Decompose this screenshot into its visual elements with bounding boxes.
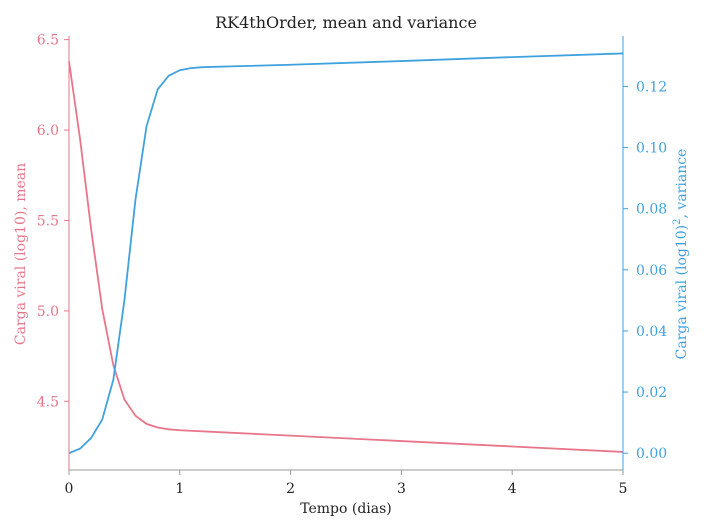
x-tick-label: 5 (619, 481, 628, 497)
left-y-tick-label: 5.0 (37, 304, 59, 320)
series-line-mean (68, 61, 624, 453)
right-y-tick-label: 0.08 (636, 202, 667, 218)
right-y-axis-title-main: Carga viral (log10) (674, 225, 690, 359)
x-tick-label: 0 (65, 481, 74, 497)
right-y-axis-title: Carga viral (log10)2, variance (672, 149, 690, 360)
left-y-tick-label: 5.5 (37, 213, 59, 229)
right-y-axis-title-superscript: 2 (672, 218, 683, 224)
x-tick-label: 2 (286, 481, 295, 497)
x-axis-title: Tempo (dias) (300, 501, 392, 517)
x-tick-label: 3 (397, 481, 406, 497)
x-ticks: 0 1 2 3 4 5 (65, 470, 628, 497)
right-y-tick-label: 0.00 (636, 446, 667, 462)
right-y-tick-label: 0.06 (636, 263, 667, 279)
chart-title: RK4thOrder, mean and variance (215, 13, 477, 32)
right-y-tick-label: 0.10 (636, 141, 667, 157)
right-y-axis-title-suffix: , variance (674, 149, 690, 219)
right-y-tick-label: 0.02 (636, 385, 667, 401)
right-y-tick-label: 0.12 (636, 79, 667, 95)
right-y-tick-label: 0.04 (636, 324, 667, 340)
left-y-tick-label: 4.5 (37, 394, 59, 410)
x-tick-label: 1 (175, 481, 184, 497)
left-y-tick-label: 6.5 (37, 33, 59, 49)
left-y-axis-title: Carga viral (log10), mean (13, 163, 29, 345)
x-tick-label: 4 (508, 481, 517, 497)
series-line-variance (68, 52, 624, 455)
right-y-ticks: 0.00 0.02 0.04 0.06 0.08 0.10 0.12 (623, 79, 667, 462)
left-y-tick-label: 6.0 (37, 123, 59, 139)
left-y-ticks: 4.5 5.0 5.5 6.0 6.5 (37, 33, 69, 410)
